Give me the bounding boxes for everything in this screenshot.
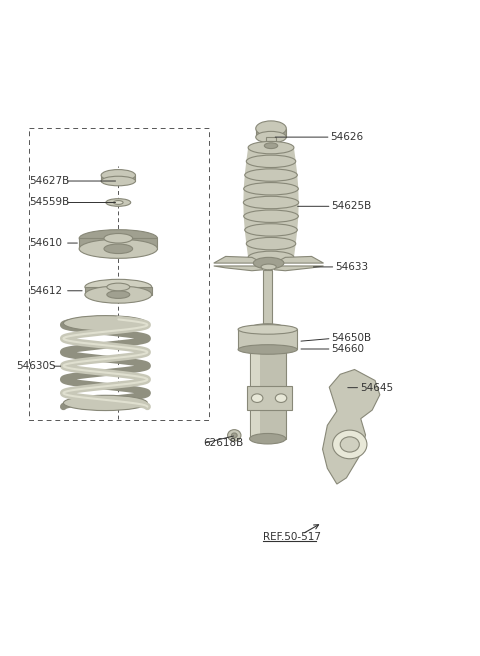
Ellipse shape — [107, 291, 130, 298]
Polygon shape — [243, 203, 299, 216]
Text: 54630S: 54630S — [16, 361, 55, 371]
Text: 54660: 54660 — [332, 344, 365, 354]
Text: 54627B: 54627B — [29, 176, 69, 186]
Polygon shape — [243, 189, 299, 203]
Polygon shape — [246, 243, 296, 257]
Polygon shape — [246, 148, 296, 161]
Polygon shape — [256, 129, 286, 137]
Ellipse shape — [264, 143, 278, 148]
Polygon shape — [244, 175, 299, 189]
Ellipse shape — [104, 244, 132, 254]
Polygon shape — [238, 329, 297, 350]
Polygon shape — [252, 329, 261, 439]
Ellipse shape — [79, 239, 157, 258]
Ellipse shape — [244, 182, 299, 195]
Text: 54559B: 54559B — [29, 197, 69, 207]
Ellipse shape — [248, 142, 294, 154]
Text: 54610: 54610 — [29, 238, 62, 248]
Ellipse shape — [243, 196, 299, 209]
Ellipse shape — [101, 169, 135, 181]
Polygon shape — [101, 175, 135, 181]
Text: 62618B: 62618B — [203, 438, 243, 449]
Ellipse shape — [85, 286, 152, 303]
Ellipse shape — [85, 279, 152, 295]
Ellipse shape — [101, 176, 135, 186]
Polygon shape — [264, 270, 272, 333]
Polygon shape — [323, 369, 380, 484]
Ellipse shape — [238, 344, 297, 354]
Ellipse shape — [231, 433, 237, 438]
Text: 54645: 54645 — [360, 382, 394, 393]
Ellipse shape — [248, 251, 294, 264]
Ellipse shape — [256, 131, 286, 143]
Ellipse shape — [244, 210, 299, 222]
Polygon shape — [247, 386, 292, 410]
Ellipse shape — [106, 199, 131, 206]
Ellipse shape — [114, 201, 123, 205]
Text: 54633: 54633 — [336, 262, 369, 272]
Polygon shape — [244, 216, 299, 230]
Text: 54612: 54612 — [29, 286, 62, 296]
Ellipse shape — [246, 237, 296, 250]
Ellipse shape — [238, 325, 297, 334]
Text: REF.50-517: REF.50-517 — [263, 532, 321, 542]
Ellipse shape — [63, 396, 147, 411]
Ellipse shape — [252, 394, 263, 402]
Ellipse shape — [276, 394, 287, 402]
Ellipse shape — [63, 316, 147, 331]
Polygon shape — [250, 329, 286, 439]
Ellipse shape — [79, 230, 157, 247]
Ellipse shape — [261, 264, 276, 270]
Ellipse shape — [228, 430, 241, 441]
Ellipse shape — [333, 430, 367, 459]
Ellipse shape — [245, 224, 297, 236]
Ellipse shape — [246, 155, 296, 167]
Ellipse shape — [340, 437, 360, 452]
Ellipse shape — [104, 234, 132, 243]
Text: 54650B: 54650B — [332, 333, 372, 344]
Polygon shape — [79, 238, 157, 249]
Polygon shape — [245, 230, 297, 243]
Ellipse shape — [253, 257, 284, 269]
Text: 54626: 54626 — [331, 132, 364, 142]
Polygon shape — [266, 137, 276, 146]
Polygon shape — [245, 161, 297, 175]
Ellipse shape — [250, 323, 286, 334]
Ellipse shape — [256, 121, 286, 136]
Ellipse shape — [107, 283, 130, 291]
Text: 54625B: 54625B — [332, 201, 372, 211]
Ellipse shape — [250, 434, 286, 444]
Polygon shape — [214, 256, 324, 271]
Ellipse shape — [245, 169, 297, 181]
Polygon shape — [85, 287, 152, 295]
